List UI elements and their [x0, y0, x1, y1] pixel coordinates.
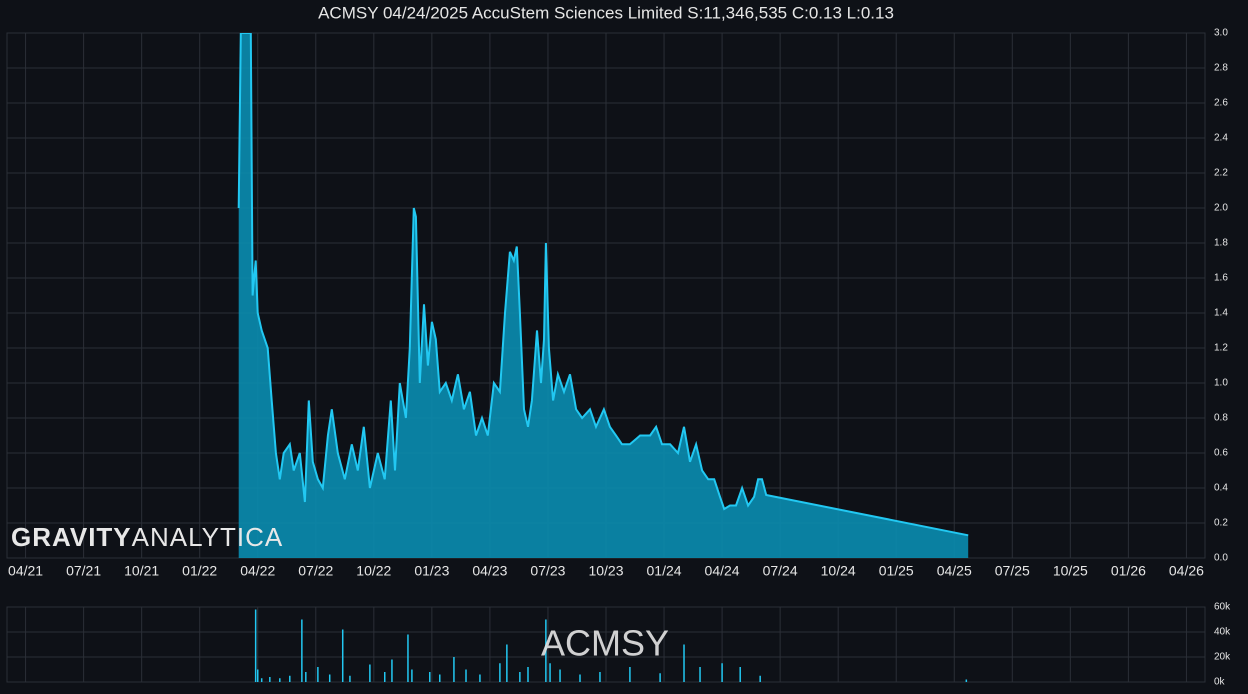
bar — [289, 675, 291, 682]
area — [238, 33, 969, 558]
bar — [519, 672, 521, 682]
x-tick-label: 07/21 — [66, 563, 101, 579]
bar — [579, 674, 581, 682]
x-tick-label: 07/25 — [995, 563, 1030, 579]
y-tick-label: 40k — [1214, 627, 1231, 638]
y-tick-label: 0.0 — [1214, 553, 1228, 564]
bar — [721, 663, 723, 682]
bar — [549, 663, 551, 682]
x-tick-label: 04/23 — [472, 563, 507, 579]
watermark-light: ANALYTICA — [132, 522, 284, 552]
bar — [599, 672, 601, 682]
bar — [527, 667, 529, 682]
bar — [254, 609, 257, 682]
x-tick-label: 01/26 — [1111, 563, 1146, 579]
y-tick-label: 1.0 — [1214, 378, 1228, 389]
bar — [391, 659, 393, 682]
y-tick-label: 2.2 — [1214, 168, 1228, 179]
bar — [429, 672, 431, 682]
y-tick-label: 60k — [1214, 602, 1231, 613]
x-tick-label: 07/24 — [763, 563, 798, 579]
y-tick-label: 0.6 — [1214, 448, 1228, 459]
bar — [739, 667, 741, 682]
bar — [411, 669, 413, 682]
x-tick-label: 01/22 — [182, 563, 217, 579]
bar — [301, 619, 303, 682]
watermark: GRAVITYANALYTICA — [11, 522, 283, 552]
bar — [659, 673, 661, 682]
bar — [465, 669, 467, 682]
x-tick-label: 07/23 — [530, 563, 565, 579]
x-tick-label: 01/25 — [879, 563, 914, 579]
bar — [369, 664, 371, 682]
chart-title: ACMSY 04/24/2025 AccuStem Sciences Limit… — [318, 3, 894, 22]
y-tick-label: 0.2 — [1214, 518, 1228, 529]
y-tick-label: 20k — [1214, 652, 1231, 663]
y-tick-label: 0k — [1214, 677, 1226, 688]
bar — [407, 634, 409, 682]
bar — [260, 678, 263, 682]
bar — [559, 669, 561, 682]
series — [254, 609, 968, 682]
bar — [349, 675, 351, 682]
x-tick-label: 10/24 — [821, 563, 856, 579]
x-tick-label: 10/25 — [1053, 563, 1088, 579]
bar — [269, 677, 271, 682]
x-tick-label: 10/23 — [588, 563, 623, 579]
bar — [439, 674, 441, 682]
y-tick-label: 1.2 — [1214, 343, 1228, 354]
y-tick-label: 2.6 — [1214, 98, 1228, 109]
y-tick-label: 1.6 — [1214, 273, 1228, 284]
bar — [965, 679, 968, 682]
line — [237, 33, 969, 537]
x-tick-label: 04/22 — [240, 563, 275, 579]
y-tick-label: 2.8 — [1214, 63, 1228, 74]
bar — [279, 678, 281, 682]
y-tick-label: 1.8 — [1214, 238, 1228, 249]
x-tick-label: 04/25 — [937, 563, 972, 579]
bar — [328, 674, 331, 682]
bar — [506, 644, 508, 682]
bar — [759, 675, 761, 682]
y-tick-label: 2.4 — [1214, 133, 1228, 144]
bar — [341, 629, 344, 682]
x-tick-label: 10/21 — [124, 563, 159, 579]
watermark-bold: GRAVITY — [11, 522, 132, 552]
bar — [545, 619, 547, 682]
bar — [256, 669, 259, 682]
bar — [317, 667, 319, 682]
y-tick-label: 0.4 — [1214, 483, 1228, 494]
x-tick-label: 10/22 — [356, 563, 391, 579]
bar — [699, 667, 701, 682]
bar — [629, 667, 631, 682]
x-tick-label: 04/24 — [705, 563, 740, 579]
bar — [383, 672, 386, 682]
ticker-watermark: ACMSY — [541, 623, 669, 664]
bar — [499, 663, 501, 682]
x-tick-label: 04/26 — [1169, 563, 1204, 579]
bar — [683, 644, 685, 682]
bar — [305, 672, 307, 682]
y-tick-label: 3.0 — [1214, 28, 1228, 39]
bar — [453, 657, 455, 682]
y-tick-label: 1.4 — [1214, 308, 1228, 319]
y-tick-label: 0.8 — [1214, 413, 1228, 424]
x-tick-label: 07/22 — [298, 563, 333, 579]
bar — [479, 674, 481, 682]
y-tick-label: 2.0 — [1214, 203, 1228, 214]
x-tick-label: 04/21 — [8, 563, 43, 579]
x-tick-label: 01/24 — [647, 563, 682, 579]
x-tick-label: 01/23 — [414, 563, 449, 579]
series — [237, 33, 969, 558]
